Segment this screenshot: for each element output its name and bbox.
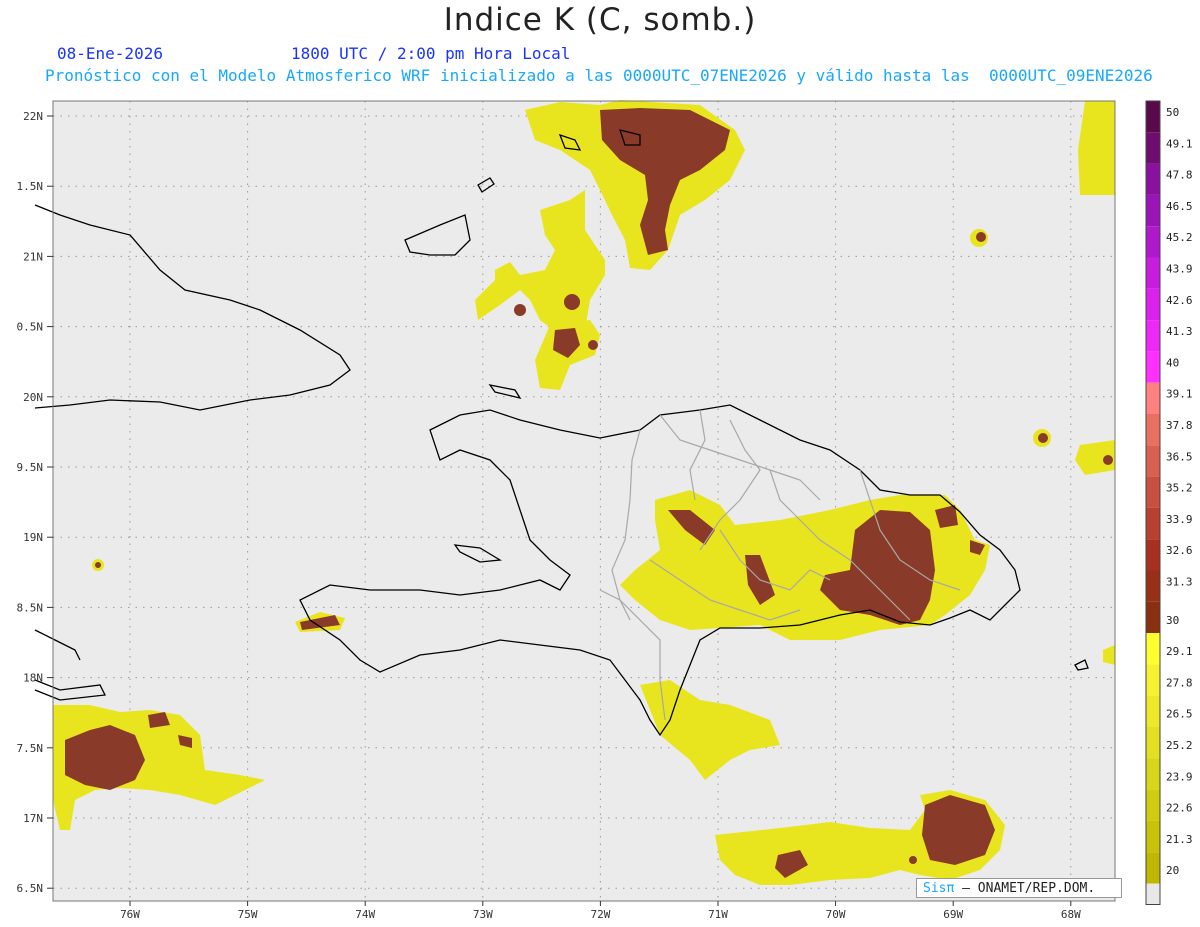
legend-swatch	[1146, 758, 1160, 790]
forecast-time: 1800 UTC / 2:00 pm Hora Local	[291, 44, 571, 63]
legend-swatch	[1146, 320, 1160, 352]
lon-label: 72W	[590, 908, 610, 921]
lon-label: 74W	[355, 908, 375, 921]
legend-label: 49.1	[1166, 137, 1193, 150]
legend-swatch	[1146, 539, 1160, 571]
legend-label: 42.6	[1166, 294, 1193, 307]
color-legend: 50 49.1 47.8 46.5 45.2 43.9 42.6 41.3 40 39.1 37.8…	[1145, 100, 1193, 905]
legend-label: 41.3	[1166, 325, 1193, 338]
longitude-labels: 76W 75W 74W 73W 72W 71W 70W 69W 68W	[120, 901, 1081, 921]
legend-swatch	[1146, 163, 1160, 195]
legend-label: 31.3	[1166, 576, 1193, 589]
legend-swatch	[1146, 633, 1160, 665]
legend-swatch	[1146, 727, 1160, 759]
legend-swatch	[1146, 101, 1160, 133]
legend-label: 39.1	[1166, 388, 1193, 401]
lat-label: 7.5N	[17, 742, 44, 755]
forecast-date: 08-Ene-2026	[57, 44, 163, 63]
latitude-labels: 22N 1.5N 21N 0.5N 20N 9.5N 19N 8.5N 18N 7.5N 17N 6.…	[17, 110, 53, 895]
credit-org: – ONAMET/REP.DOM.	[962, 881, 1096, 896]
legend-label: 37.8	[1166, 419, 1193, 432]
legend-swatch	[1146, 570, 1160, 602]
legend-swatch	[1146, 351, 1160, 383]
legend-label: 20	[1166, 864, 1179, 877]
legend-label: 27.8	[1166, 676, 1193, 689]
lat-label: 8.5N	[17, 601, 44, 614]
lon-label: 73W	[473, 908, 493, 921]
coastlines	[34, 129, 1089, 737]
legend-swatch	[1146, 852, 1160, 884]
legend-label: 21.3	[1166, 833, 1193, 846]
legend-swatch	[1146, 194, 1160, 227]
legend-label: 33.9	[1166, 513, 1193, 526]
legend-swatch	[1146, 476, 1160, 508]
lon-label: 68W	[1061, 908, 1081, 921]
lon-label: 76W	[120, 908, 140, 921]
lat-label: 21N	[23, 250, 43, 263]
legend-swatch	[1146, 789, 1160, 821]
province-borders	[599, 409, 961, 721]
lon-label: 75W	[238, 908, 258, 921]
legend-swatch	[1146, 695, 1160, 727]
sispi-logo: Sisπ	[923, 881, 955, 896]
legend-label: 22.6	[1166, 802, 1193, 815]
legend-swatch	[1146, 820, 1160, 853]
lon-label: 71W	[708, 908, 728, 921]
legend-swatch	[1146, 226, 1160, 258]
legend-label: 36.5	[1166, 450, 1193, 463]
map-title: Indice K (C, somb.)	[443, 2, 757, 38]
legend-swatch	[1146, 445, 1160, 477]
legend-label: 43.9	[1166, 263, 1193, 276]
legend-label: 25.2	[1166, 739, 1193, 752]
legend-label: 32.6	[1166, 544, 1193, 557]
lat-label: 9.5N	[17, 461, 44, 474]
lat-label: 17N	[23, 812, 43, 825]
model-info: Pronóstico con el Modelo Atmosferico WRF…	[45, 66, 1153, 85]
map-frame	[52, 100, 1116, 902]
legend-label: 40	[1166, 356, 1179, 369]
legend-label: 47.8	[1166, 169, 1193, 182]
lat-label: 6.5N	[17, 882, 44, 895]
lat-label: 0.5N	[17, 321, 44, 334]
legend-swatch	[1146, 288, 1160, 321]
lon-label: 70W	[826, 908, 846, 921]
legend-swatch	[1146, 601, 1160, 634]
legend-swatch	[1146, 382, 1160, 414]
lat-label: 20N	[23, 391, 43, 404]
legend-label: 45.2	[1166, 231, 1193, 244]
legend-label: 29.1	[1166, 645, 1193, 658]
lat-label: 1.5N	[17, 180, 44, 193]
legend-swatch	[1146, 414, 1160, 446]
legend-label: 46.5	[1166, 200, 1193, 213]
legend-swatch	[1146, 883, 1160, 905]
legend-label: 26.5	[1166, 708, 1193, 721]
legend-swatch	[1146, 664, 1160, 696]
legend-label: 50	[1166, 106, 1179, 119]
legend-label: 23.9	[1166, 770, 1193, 783]
lat-label: 18N	[23, 672, 43, 685]
legend-label: 30	[1166, 614, 1179, 627]
legend-label: 35.2	[1166, 482, 1193, 495]
lon-label: 69W	[943, 908, 963, 921]
legend-swatch	[1146, 507, 1160, 540]
k-index-shading	[53, 100, 1115, 885]
lat-label: 22N	[23, 110, 43, 123]
legend-swatch	[1146, 132, 1160, 164]
credit-box: Sisπ – ONAMET/REP.DOM.	[916, 878, 1122, 898]
legend-swatch	[1146, 257, 1160, 289]
lat-label: 19N	[23, 531, 43, 544]
